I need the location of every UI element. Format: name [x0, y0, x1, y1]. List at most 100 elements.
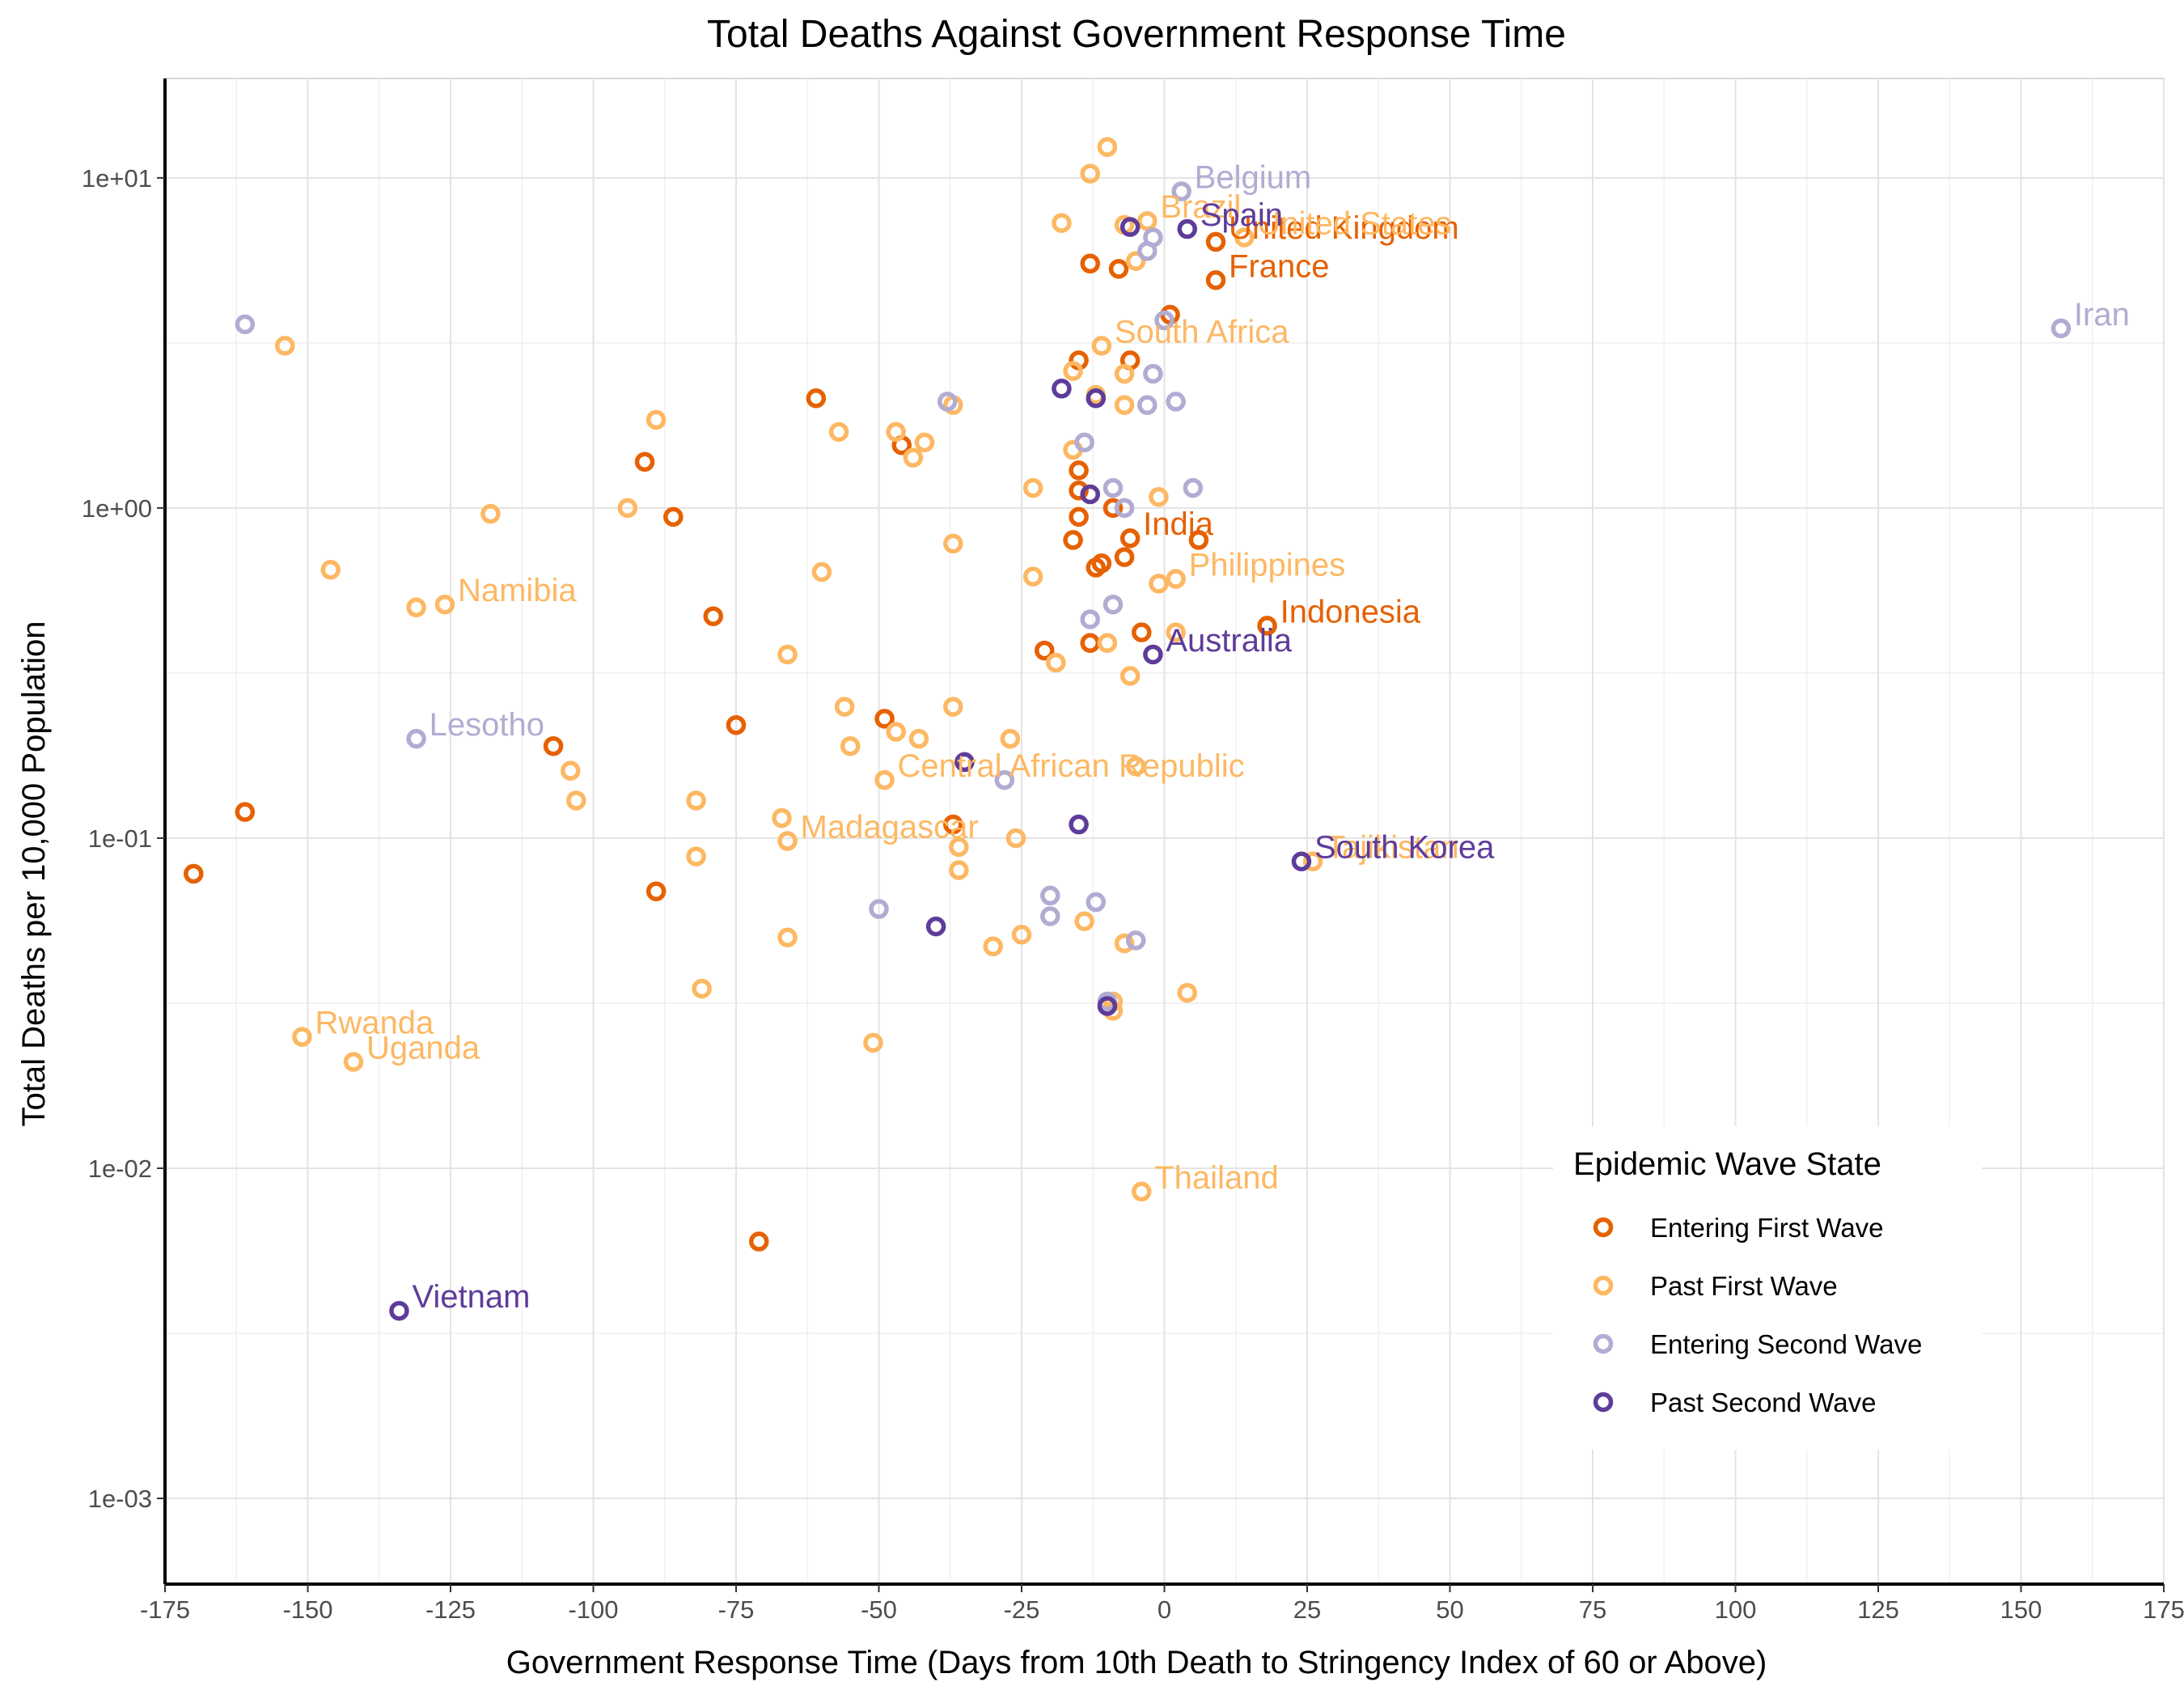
point-label: Rwanda [315, 1006, 434, 1041]
data-point [869, 899, 889, 919]
point-label: Thailand [1154, 1160, 1278, 1196]
data-point [908, 728, 929, 749]
y-tick-label: 1e-02 [88, 1155, 152, 1183]
x-tick-label: 100 [1715, 1595, 1757, 1624]
data-point [748, 1231, 769, 1252]
point-label: Spain [1200, 197, 1283, 233]
data-point [994, 769, 1015, 790]
chart-title: Total Deaths Against Government Response… [707, 13, 1566, 56]
point-label: South Africa [1115, 314, 1289, 350]
data-point [1188, 530, 1209, 550]
data-point [663, 506, 684, 527]
data-point [406, 728, 426, 749]
data-point [1086, 892, 1107, 913]
x-tick-label: -25 [1004, 1595, 1040, 1624]
data-point [686, 846, 706, 866]
data-point [1143, 363, 1163, 384]
data-point [1114, 363, 1135, 384]
axes: -175 -150 -125 -100 -75 -50 -25 0 25 50 75 100 125 15… [82, 78, 2184, 1624]
data-point [863, 1032, 883, 1053]
data-point [1177, 218, 1197, 239]
x-tick-label: -75 [718, 1595, 755, 1624]
data-point [1069, 480, 1089, 501]
data-point [1143, 227, 1163, 248]
point-label: United Kingdom [1229, 210, 1459, 246]
legend-label: Entering Second Wave [1650, 1329, 1922, 1359]
data-point [1103, 498, 1124, 519]
x-tick-label: 50 [1436, 1595, 1463, 1624]
legend-background [1553, 1126, 1982, 1450]
data-point [1097, 137, 1118, 157]
data-point [480, 503, 501, 524]
data-point [1166, 622, 1186, 642]
data-point [914, 432, 935, 453]
data-point [811, 561, 832, 583]
data-point [543, 735, 564, 756]
data-point [983, 936, 1003, 956]
data-point [1257, 616, 1277, 636]
data-point [1086, 388, 1107, 409]
data-point [954, 752, 975, 773]
point-label: Iran [2074, 297, 2130, 333]
data-point [1063, 361, 1083, 381]
data-point [1114, 933, 1135, 954]
data-point [1177, 982, 1197, 1003]
data-point [1022, 566, 1043, 587]
data-point [840, 735, 861, 756]
point-label: Madagascar [801, 810, 979, 845]
data-point [1149, 487, 1169, 507]
data-point [692, 978, 712, 999]
data-point [886, 722, 906, 742]
data-point [1091, 553, 1112, 574]
point-label: Vietnam [412, 1279, 530, 1315]
point-label: Uganda [366, 1031, 480, 1066]
point-label: Lesotho [430, 707, 544, 743]
data-point [343, 1052, 364, 1072]
data-point [1171, 181, 1191, 201]
data-point [1052, 379, 1072, 399]
point-label: Australia [1166, 623, 1292, 659]
y-tick-label: 1e+00 [82, 494, 152, 523]
legend: Epidemic Wave State Entering First Wave P… [1553, 1126, 1982, 1450]
data-point [1097, 633, 1118, 654]
data-point [645, 881, 667, 901]
data-points [184, 137, 2072, 1321]
data-point [645, 409, 667, 430]
point-label: Central African Republic [898, 748, 1245, 784]
data-point [1149, 574, 1169, 594]
data-point [777, 927, 798, 948]
legend-key [1593, 1275, 1614, 1296]
data-point [617, 498, 638, 519]
data-point [1183, 477, 1204, 498]
data-point [874, 709, 895, 729]
x-tick-label: 75 [1579, 1595, 1606, 1624]
data-point [1137, 395, 1158, 415]
data-point [1069, 460, 1089, 481]
data-point [903, 447, 924, 468]
data-point [1000, 728, 1021, 749]
data-point [1108, 259, 1129, 279]
point-label: Philippines [1189, 547, 1345, 583]
data-point [1302, 851, 1323, 871]
data-point [1234, 227, 1255, 248]
data-point [235, 802, 256, 822]
data-point [703, 606, 724, 626]
data-point [1080, 484, 1100, 505]
data-point [1291, 851, 1312, 871]
data-point [2051, 318, 2072, 339]
y-tick-label: 1e-03 [88, 1485, 152, 1513]
legend-title: Epidemic Wave State [1573, 1146, 1881, 1182]
data-point [772, 807, 792, 828]
point-label: Namibia [458, 573, 577, 608]
data-point [1091, 336, 1112, 356]
data-point [634, 451, 655, 472]
data-point [1074, 432, 1094, 453]
data-point [1069, 814, 1089, 835]
data-point [949, 860, 969, 880]
data-point [1022, 477, 1043, 498]
data-point [1063, 530, 1083, 550]
data-point [1040, 906, 1060, 926]
data-point [925, 916, 946, 937]
